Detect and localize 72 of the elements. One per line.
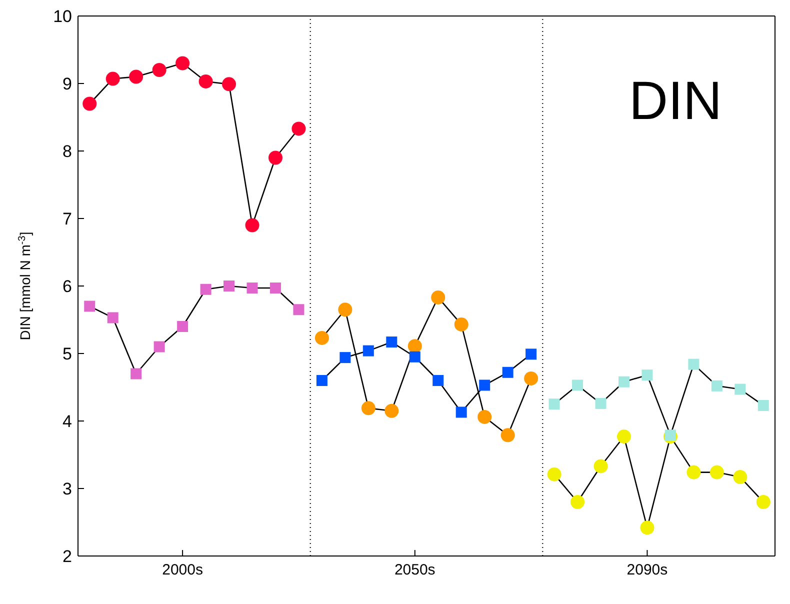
point	[84, 300, 96, 312]
y-tick-label: 3	[62, 480, 72, 499]
point	[432, 375, 444, 386]
point	[154, 341, 165, 352]
point	[756, 495, 770, 509]
point	[734, 384, 746, 395]
point	[640, 520, 654, 535]
point	[362, 345, 374, 356]
point	[386, 336, 398, 348]
point	[548, 398, 560, 410]
point	[664, 430, 676, 441]
point	[130, 368, 142, 380]
y-tick-label: 4	[62, 412, 72, 432]
x-tick-label: 2050s	[394, 562, 436, 579]
point	[338, 302, 352, 317]
point	[500, 428, 515, 442]
point	[340, 352, 351, 364]
point	[200, 284, 212, 295]
point	[686, 465, 701, 480]
point	[106, 72, 120, 86]
point	[384, 404, 399, 418]
point	[176, 56, 190, 70]
point	[82, 96, 97, 111]
point	[710, 465, 724, 480]
x-tick-label: 2000s	[162, 562, 203, 579]
point	[107, 312, 118, 324]
point	[245, 218, 260, 232]
x-tick-label: 2090s	[626, 562, 668, 579]
point	[222, 77, 236, 92]
point	[688, 358, 700, 370]
point	[361, 401, 376, 416]
point	[711, 380, 722, 392]
point	[152, 63, 166, 77]
point	[616, 430, 631, 444]
point	[595, 398, 606, 409]
point	[456, 406, 467, 418]
point	[478, 410, 492, 424]
point	[314, 330, 329, 345]
y-tick-label: 10	[53, 7, 72, 26]
y-tick-label: 9	[62, 74, 72, 94]
point	[409, 351, 420, 362]
point	[431, 290, 446, 304]
point	[408, 339, 422, 354]
point	[502, 366, 514, 378]
point	[177, 321, 188, 332]
point	[316, 375, 328, 386]
point	[524, 371, 538, 386]
point	[270, 282, 281, 294]
point	[129, 70, 144, 84]
point	[642, 370, 653, 381]
point	[570, 495, 585, 509]
point	[594, 459, 608, 474]
point	[526, 348, 537, 360]
y-tick-label: 2	[62, 547, 72, 566]
point	[547, 467, 562, 482]
y-tick-label: 7	[62, 210, 72, 229]
point	[293, 304, 304, 316]
point	[479, 380, 490, 391]
point	[454, 317, 468, 332]
y-tick-label: 5	[62, 344, 72, 364]
point	[618, 376, 630, 388]
point	[246, 282, 258, 294]
point	[733, 470, 748, 484]
point	[572, 380, 584, 391]
y-tick-label: 6	[62, 277, 72, 296]
point	[198, 74, 213, 88]
point	[268, 150, 282, 165]
y-tick-label: 8	[62, 142, 72, 162]
point	[758, 400, 769, 411]
annotation: DIN	[629, 70, 722, 132]
point	[292, 122, 306, 136]
point	[224, 280, 235, 292]
